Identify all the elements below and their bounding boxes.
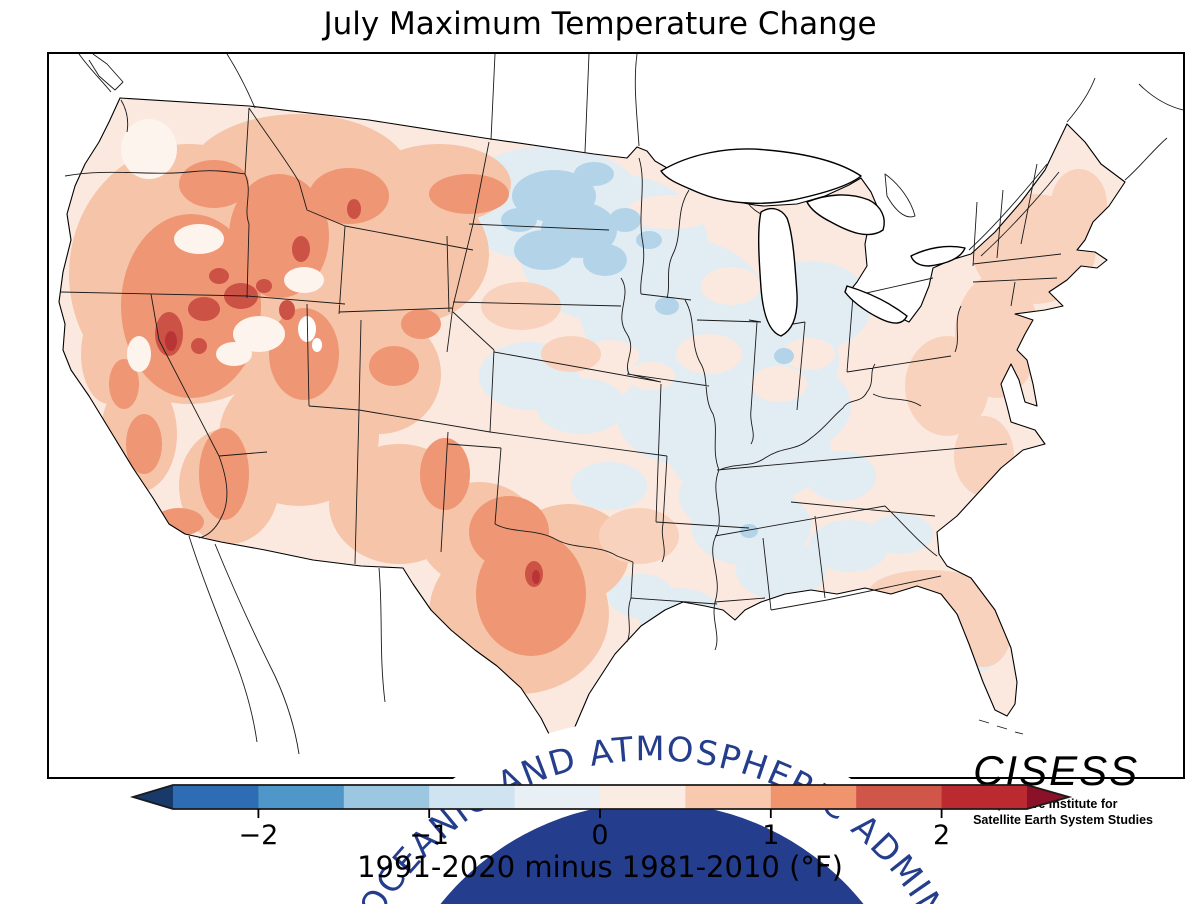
state-boundaries [60, 107, 1062, 651]
lake-ontario [910, 245, 966, 267]
colorbar-body [129, 784, 1073, 810]
lake-erie [844, 285, 908, 324]
svg-text:2: 2 [933, 820, 950, 851]
svg-text:−2: −2 [238, 820, 278, 851]
great-lakes [660, 148, 966, 337]
cisess-subtitle-line2: Satellite Earth System Studies [973, 813, 1153, 828]
temperature-anomaly-field [59, 98, 1125, 760]
lake-huron [806, 194, 885, 236]
lake-michigan [757, 207, 798, 337]
neutral-pink-patches [583, 195, 835, 402]
colorbar-tick-labels: −2 −1 0 1 2 [238, 820, 950, 851]
svg-text:−1: −1 [409, 820, 449, 851]
us-temperature-map [58, 54, 1183, 761]
colorbar-ticks [257, 809, 943, 818]
map-frame: NOAA NATIONAL OCEANIC AND ATMOSPHERIC AD… [47, 52, 1185, 904]
figure-caption: 1991-2020 minus 1981-2010 (°F) [357, 850, 843, 884]
svg-text:1: 1 [762, 820, 779, 851]
strong-warming-brick-spots [155, 199, 543, 587]
lake-superior [660, 148, 862, 204]
colorbar: −2 −1 0 1 2 [129, 784, 1073, 851]
canada-mexico-boundaries [78, 54, 1183, 755]
svg-text:0: 0 [591, 820, 608, 851]
near-white-patches [121, 119, 324, 372]
cooling-medium-blue-blobs [501, 162, 794, 538]
figure-title: July Maximum Temperature Change [323, 6, 877, 42]
